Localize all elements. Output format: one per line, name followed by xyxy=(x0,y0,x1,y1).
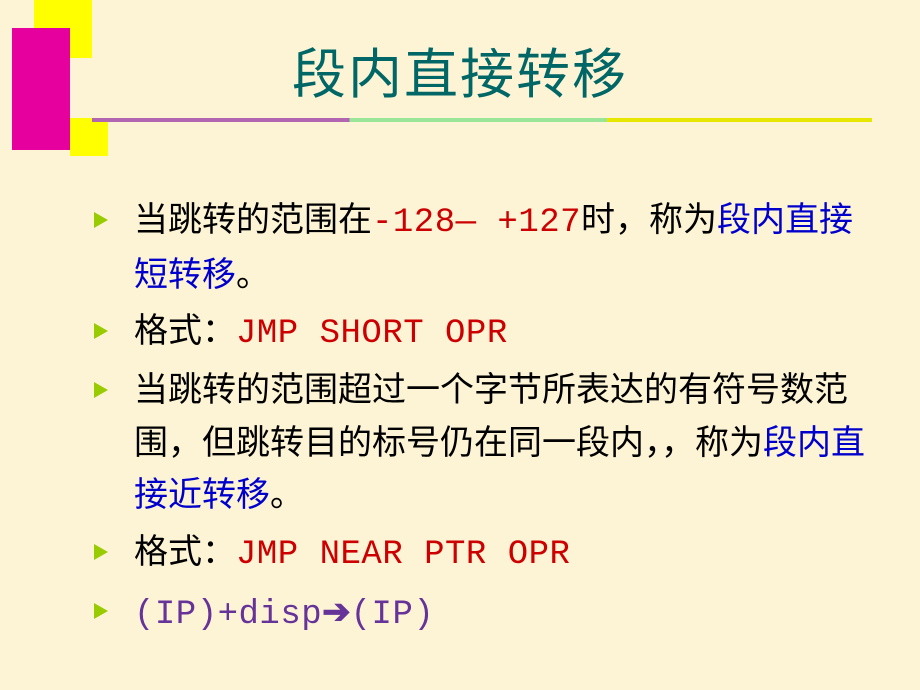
title-container: 段内直接转移 xyxy=(0,30,920,109)
text-segment: -128— +127 xyxy=(372,204,581,242)
decor-yellow-small xyxy=(70,118,108,156)
list-item: 当跳转的范围超过一个字节所表达的有符号数范围，但跳转目的标号仍在同一段内，，称为… xyxy=(90,365,870,523)
list-item: 当跳转的范围在-128— +127时，称为段内直接短转移。 xyxy=(90,195,870,302)
slide-title: 段内直接转移 xyxy=(0,30,920,109)
list-item: 格式：JMP SHORT OPR xyxy=(90,306,870,361)
text-segment: 当跳转的范围在 xyxy=(134,202,372,239)
text-segment: JMP NEAR PTR OPR xyxy=(236,536,570,574)
text-segment: JMP SHORT OPR xyxy=(236,315,508,353)
list-item: (IP)+disp➔(IP) xyxy=(90,586,870,642)
list-item: 格式：JMP NEAR PTR OPR xyxy=(90,527,870,582)
text-segment: 。 xyxy=(236,257,270,294)
text-segment: ➔ xyxy=(322,593,351,631)
bullet-icon xyxy=(94,382,108,398)
bullet-icon xyxy=(94,212,108,228)
text-segment: 格式： xyxy=(134,534,236,571)
text-segment: 当跳转的范围超过一个字节所表达的有符号数范围，但跳转目的标号仍在同一段内，，称为 xyxy=(134,372,848,462)
text-segment: (IP) xyxy=(351,596,435,634)
bullet-icon xyxy=(94,323,108,339)
text-segment: 时，称为 xyxy=(581,202,717,239)
text-segment: 。 xyxy=(270,477,304,514)
text-segment: 格式： xyxy=(134,313,236,350)
content-area: 当跳转的范围在-128— +127时，称为段内直接短转移。格式：JMP SHOR… xyxy=(90,195,870,646)
bullet-icon xyxy=(94,544,108,560)
text-segment: (IP)+disp xyxy=(134,596,322,634)
title-divider xyxy=(92,118,872,122)
bullet-icon xyxy=(94,603,108,619)
